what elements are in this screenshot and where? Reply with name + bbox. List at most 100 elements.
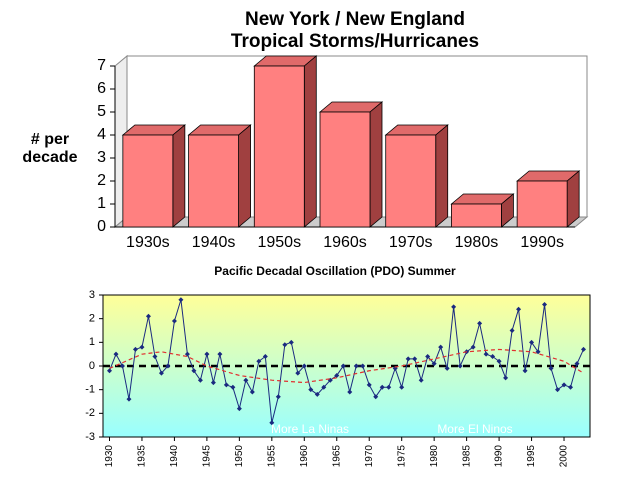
x-tick-label: 1935	[137, 445, 148, 468]
data-point	[210, 380, 216, 386]
bar-front	[516, 180, 568, 228]
chart-title: Pacific Decadal Oscillation (PDO) Summer	[214, 264, 456, 278]
data-line	[109, 299, 584, 423]
data-point	[236, 406, 242, 412]
data-point	[555, 387, 561, 393]
data-point	[438, 344, 444, 350]
data-point	[119, 363, 125, 369]
data-point	[366, 382, 372, 388]
x-tick-label: 1970	[364, 445, 375, 468]
data-point	[126, 396, 132, 402]
data-point	[145, 313, 151, 319]
data-point	[522, 368, 528, 374]
bar-side	[303, 55, 317, 228]
x-tick-label: 1960	[299, 445, 310, 468]
data-point	[184, 351, 190, 357]
data-point	[334, 372, 340, 378]
data-point	[269, 420, 275, 426]
annotation: More El Ninos	[437, 422, 512, 436]
y-tick-label: 3	[89, 289, 95, 301]
bar	[187, 124, 252, 228]
data-point	[542, 301, 548, 307]
x-tick-label: 1940s	[192, 234, 236, 251]
data-point	[548, 365, 554, 371]
y-tick-label: 4	[97, 126, 106, 143]
data-point	[568, 384, 574, 390]
data-point	[197, 377, 203, 383]
y-tick-label: 7	[97, 57, 106, 74]
data-point	[373, 394, 379, 400]
x-tick-label: 1980s	[455, 234, 499, 251]
x-tick-label: 1930	[104, 445, 115, 468]
y-tick-label: -1	[85, 384, 95, 396]
data-point	[535, 349, 541, 355]
x-tick-label: 1975	[396, 445, 407, 468]
y-tick-label: 2	[89, 313, 95, 325]
bar-front	[122, 134, 174, 228]
x-tick-label: 1990	[494, 445, 505, 468]
x-tick-label: 1950	[234, 445, 245, 468]
bar-front	[319, 111, 371, 228]
data-point	[275, 394, 281, 400]
y-tick-label: 1	[97, 195, 106, 212]
bar-front	[385, 134, 437, 228]
bar-front	[253, 65, 305, 228]
data-point	[529, 339, 535, 345]
y-tick-label: 5	[97, 103, 106, 120]
y-tick-label: 0	[97, 218, 106, 235]
x-tick-label: 1955	[266, 445, 277, 468]
y-tick-label: 0	[89, 360, 95, 372]
x-tick-label: 1995	[526, 445, 537, 468]
x-tick-label: 1965	[331, 445, 342, 468]
x-tick-label: 1945	[202, 445, 213, 468]
chart-title: New York / New England	[245, 9, 465, 30]
data-point	[418, 377, 424, 383]
data-point	[106, 368, 112, 374]
data-point	[379, 384, 385, 390]
data-point	[496, 358, 502, 364]
x-tick-label: 1990s	[520, 234, 564, 251]
data-point	[295, 370, 301, 376]
y-axis-label: decade	[22, 149, 77, 166]
bar	[516, 170, 581, 228]
data-point	[574, 361, 580, 367]
bar	[253, 55, 318, 228]
y-axis-label: # per	[31, 131, 69, 148]
bar	[318, 101, 384, 228]
y-tick-label: -2	[85, 407, 95, 419]
data-point	[399, 384, 405, 390]
x-tick-label: 1930s	[126, 234, 170, 251]
y-tick-label: 1	[89, 336, 95, 348]
data-point	[204, 351, 210, 357]
data-point	[243, 377, 249, 383]
data-point	[282, 342, 288, 348]
data-point	[158, 370, 164, 376]
data-point	[451, 304, 457, 310]
data-point	[178, 297, 184, 303]
x-tick-label: 1960s	[323, 234, 367, 251]
bar-side	[435, 124, 449, 228]
bar-side	[369, 101, 383, 228]
data-point	[139, 344, 145, 350]
bar-front	[451, 203, 502, 228]
data-point	[457, 363, 463, 369]
data-point	[425, 354, 431, 360]
trend-line	[109, 348, 584, 384]
bar-side	[566, 170, 580, 228]
y-tick-label: 6	[97, 80, 106, 97]
data-point	[581, 346, 587, 352]
data-point	[477, 320, 483, 326]
x-tick-label: 1950s	[257, 234, 301, 251]
data-point	[165, 363, 171, 369]
bar-side	[238, 124, 251, 228]
data-point	[262, 354, 268, 360]
data-point	[256, 358, 262, 364]
data-point	[308, 387, 314, 393]
data-point	[516, 306, 522, 312]
bar-side	[172, 124, 186, 228]
bar	[450, 193, 515, 228]
data-point	[360, 363, 366, 369]
data-point	[321, 384, 327, 390]
y-tick-label: 3	[97, 149, 106, 166]
